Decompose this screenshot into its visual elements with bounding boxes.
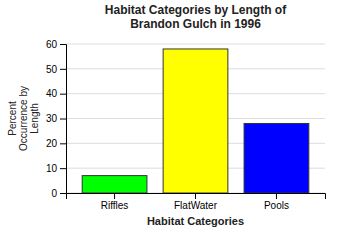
tick: Pools — [264, 193, 289, 211]
title-line: Brandon Gulch in 1996 — [130, 17, 261, 31]
tick-label: 10 — [46, 163, 58, 174]
bar — [163, 49, 228, 193]
tick-label: Riffles — [101, 200, 129, 211]
x-axis: Riffles FlatWater Pools — [67, 193, 326, 211]
y-axis-title-line: Percent — [7, 101, 18, 136]
tick-label: 60 — [46, 39, 58, 50]
title-line: Habitat Categories by Length of — [105, 3, 287, 17]
tick: 50 — [46, 64, 66, 75]
tick: 20 — [46, 138, 66, 149]
title: Habitat Categories by Length ofBrandon G… — [105, 3, 287, 31]
tick-mark — [60, 119, 66, 120]
tick-mark — [60, 193, 66, 194]
grid — [66, 44, 325, 193]
tick-mark — [60, 69, 66, 70]
tick: FlatWater — [174, 193, 218, 211]
y-axis-title-line: Occurrence by — [18, 86, 29, 151]
tick: 40 — [46, 88, 66, 99]
plot: 0 10 20 30 40 50 60 Riffles FlatWater Pools — [46, 39, 326, 211]
chart: Habitat Categories by Length ofBrandon G… — [0, 0, 337, 231]
y-axis-title: PercentOccurrence byLength — [7, 86, 40, 151]
tick-label: 0 — [51, 188, 57, 199]
tick-label: 50 — [46, 64, 58, 75]
tick-label: 30 — [46, 113, 58, 124]
bar — [82, 176, 147, 193]
grid-line — [66, 44, 325, 45]
tick-mark — [114, 193, 115, 199]
tick-label: 20 — [46, 138, 58, 149]
tick-label: Pools — [264, 200, 289, 211]
tick: 0 — [51, 188, 66, 199]
bars — [82, 49, 309, 193]
tick-label: 40 — [46, 88, 58, 99]
bar — [244, 123, 309, 193]
tick: 60 — [46, 39, 66, 50]
tick: 10 — [46, 163, 66, 174]
axis-line — [60, 45, 67, 194]
y-axis: 0 10 20 30 40 50 60 — [46, 39, 67, 199]
y-axis-title-line: Length — [29, 103, 40, 134]
tick-mark — [276, 193, 277, 199]
tick-mark — [60, 168, 66, 169]
tick-label: FlatWater — [174, 200, 218, 211]
tick: Riffles — [101, 193, 129, 211]
x-axis-title: Habitat Categories — [147, 215, 244, 227]
tick: 30 — [46, 113, 66, 124]
tick-mark — [60, 94, 66, 95]
tick-mark — [60, 44, 66, 45]
tick-mark — [60, 143, 66, 144]
tick-mark — [195, 193, 196, 199]
axis-line — [67, 194, 326, 200]
